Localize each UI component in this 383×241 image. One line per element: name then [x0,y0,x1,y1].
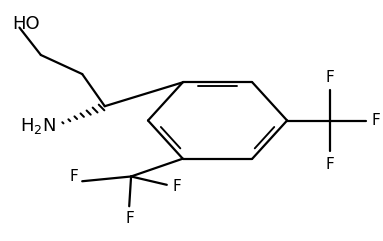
Text: F: F [326,70,335,85]
Text: F: F [172,179,181,194]
Text: F: F [70,169,79,184]
Text: HO: HO [12,15,39,33]
Text: $\mathregular{H_2N}$: $\mathregular{H_2N}$ [20,116,56,136]
Text: F: F [372,113,380,128]
Text: F: F [326,157,335,172]
Text: F: F [126,211,135,226]
